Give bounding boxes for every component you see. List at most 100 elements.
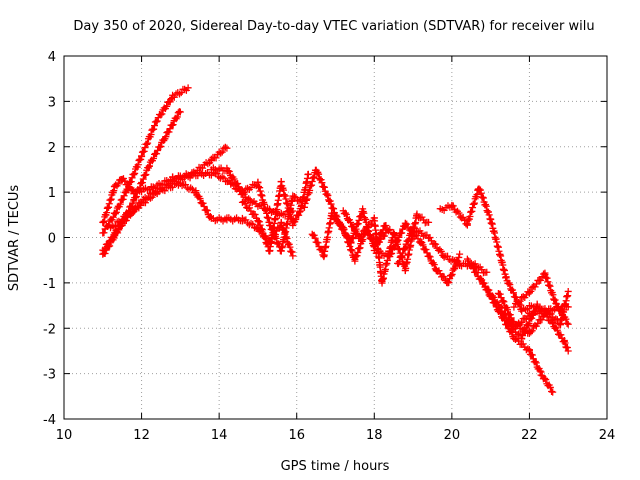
series-track-1 (99, 84, 192, 237)
data-point (348, 247, 356, 255)
data-point (245, 195, 253, 203)
x-axis-label: GPS time / hours (281, 459, 390, 474)
data-point (480, 279, 488, 287)
data-point (131, 169, 139, 177)
data-point (188, 185, 196, 193)
data-point (401, 244, 409, 252)
data-point (515, 299, 523, 307)
data-point (563, 319, 571, 327)
data-point (399, 249, 407, 257)
data-point (496, 290, 504, 298)
data-point (435, 267, 443, 275)
data-point (552, 315, 560, 323)
data-point (474, 264, 482, 272)
data-point (500, 298, 508, 306)
data-point (292, 193, 300, 201)
data-point (341, 209, 349, 217)
data-point (477, 189, 485, 197)
x-tick-label: 24 (599, 428, 616, 443)
data-point (518, 335, 526, 343)
data-point (391, 242, 399, 250)
data-point (546, 282, 554, 290)
data-point (354, 220, 362, 228)
data-point (354, 248, 362, 256)
data-point (217, 149, 225, 157)
data-point (123, 213, 131, 221)
data-point (192, 187, 200, 195)
data-point (330, 205, 338, 213)
data-point (430, 261, 438, 269)
data-point (173, 113, 181, 121)
data-point (203, 207, 211, 215)
data-point (144, 139, 152, 147)
data-point (241, 200, 249, 208)
data-point (564, 303, 572, 311)
data-point (140, 147, 148, 155)
x-tick-label: 22 (521, 428, 538, 443)
data-point (251, 211, 259, 219)
data-point (395, 258, 403, 266)
data-point (104, 243, 112, 251)
data-point (152, 118, 160, 126)
data-point (506, 311, 514, 319)
data-point (151, 189, 159, 197)
data-point (132, 194, 140, 202)
data-point (542, 273, 550, 281)
data-point (356, 244, 364, 252)
data-point (449, 202, 457, 210)
data-point (455, 209, 463, 217)
data-point (543, 309, 551, 317)
data-point (115, 217, 123, 225)
data-point (502, 321, 510, 329)
data-point (212, 154, 220, 162)
data-point (348, 235, 356, 243)
data-point (169, 121, 177, 129)
data-point (564, 287, 572, 295)
data-point (184, 84, 192, 92)
data-point (130, 207, 138, 215)
data-point (528, 314, 536, 322)
data-point (286, 243, 294, 251)
data-point (469, 265, 477, 273)
data-point (531, 358, 539, 366)
data-point (245, 204, 253, 212)
data-point (534, 320, 542, 328)
data-point (476, 186, 484, 194)
data-point (537, 305, 545, 313)
data-point (456, 250, 464, 258)
data-point (150, 125, 158, 133)
data-point (426, 234, 434, 242)
y-tick-label: 4 (48, 50, 56, 65)
data-point (536, 304, 544, 312)
data-point (332, 215, 339, 223)
data-point (437, 247, 445, 255)
data-point (549, 318, 557, 326)
data-point (149, 154, 157, 162)
data-point (537, 368, 545, 376)
data-point (543, 274, 551, 282)
data-point (176, 108, 184, 116)
data-point (432, 240, 440, 248)
data-point (258, 226, 266, 234)
data-point (114, 180, 122, 188)
data-point (247, 219, 255, 227)
data-point (262, 238, 270, 246)
y-tick-label: 1 (48, 186, 56, 201)
data-point (339, 224, 347, 232)
data-point (133, 203, 141, 211)
data-point (355, 244, 363, 252)
x-tick-label: 20 (444, 428, 461, 443)
data-point (388, 249, 396, 257)
data-point (519, 293, 527, 301)
data-markers (99, 84, 572, 396)
data-point (382, 221, 390, 229)
data-point (143, 140, 151, 148)
plot-area-border (63, 55, 608, 420)
data-point (398, 252, 406, 260)
data-point (130, 171, 138, 179)
data-point (277, 218, 285, 226)
data-point (499, 297, 507, 305)
data-point (479, 194, 487, 202)
data-point (111, 210, 119, 218)
